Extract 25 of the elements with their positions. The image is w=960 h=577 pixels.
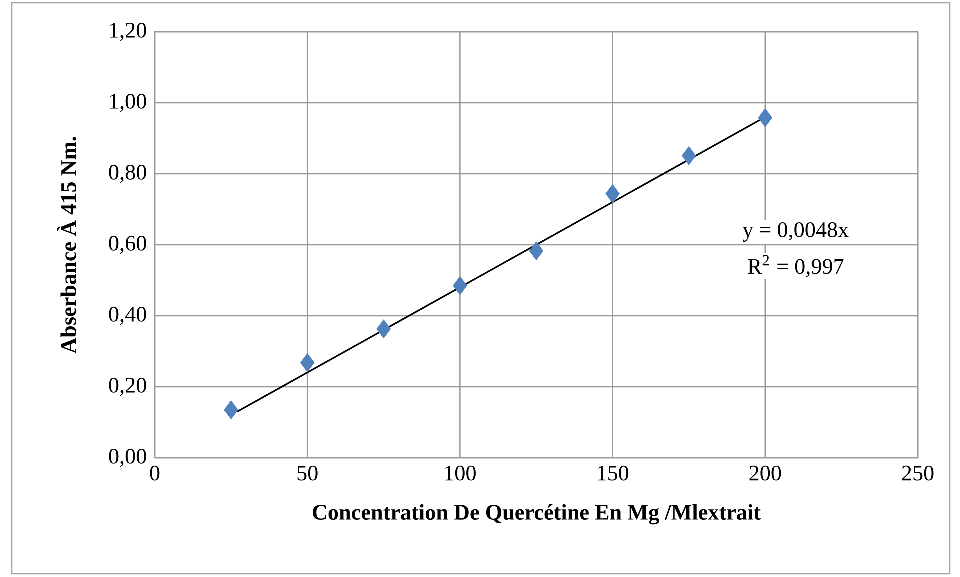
point [376, 320, 391, 338]
y-tick-label: 0,80 [109, 164, 146, 184]
point [606, 184, 620, 204]
x-tick-label: 200 [750, 466, 782, 481]
x-tick-label: 150 [598, 466, 629, 481]
y-tick-label: 0,60 [109, 236, 146, 254]
point [453, 276, 468, 296]
point [682, 146, 696, 166]
x-axis-title: Concentration De Quercétine En Mg /Mlextrait [313, 504, 761, 525]
y-axis-title: Abserbance À 415 Nm. [57, 137, 76, 354]
annotation: y = 0,0048x [742, 222, 849, 242]
x-tick-label: 250 [902, 466, 934, 481]
x-tick-label: 0 [150, 466, 160, 481]
x-tick-label: 100 [446, 466, 476, 481]
point [224, 400, 238, 420]
y-tick-label: 1,20 [110, 22, 146, 42]
y-tick-label: 0,20 [109, 378, 146, 396]
annotation: R$^{2}$ = 0,997 [748, 255, 844, 278]
point [300, 354, 315, 372]
point [529, 242, 544, 260]
y-tick-label: 1,00 [110, 94, 146, 112]
point [758, 108, 772, 128]
x-tick-label: 50 [298, 466, 318, 481]
y-tick-label: 0,40 [109, 306, 146, 326]
y-tick-label: 0,00 [109, 448, 146, 468]
